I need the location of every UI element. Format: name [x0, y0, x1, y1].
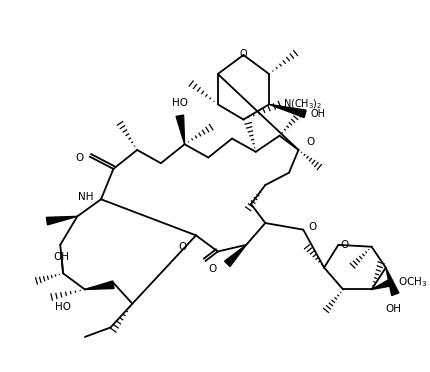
Polygon shape	[372, 278, 394, 289]
Polygon shape	[386, 267, 399, 295]
Polygon shape	[85, 281, 114, 289]
Text: OH: OH	[53, 252, 69, 262]
Text: O: O	[208, 264, 217, 273]
Polygon shape	[224, 245, 246, 266]
Text: O: O	[308, 222, 316, 232]
Polygon shape	[176, 115, 184, 144]
Polygon shape	[269, 105, 306, 118]
Text: O: O	[76, 154, 84, 163]
Text: HO: HO	[172, 98, 188, 108]
Text: O: O	[178, 242, 187, 252]
Text: OH: OH	[311, 109, 326, 119]
Text: N(CH$_3$)$_2$: N(CH$_3$)$_2$	[283, 97, 323, 111]
Text: HO: HO	[55, 302, 71, 311]
Text: O: O	[306, 137, 314, 147]
Polygon shape	[46, 217, 77, 225]
Text: O: O	[240, 49, 247, 59]
Text: OH: OH	[385, 304, 402, 314]
Text: O: O	[340, 240, 348, 250]
Text: NH: NH	[78, 192, 93, 202]
Text: OCH$_3$: OCH$_3$	[398, 275, 427, 289]
